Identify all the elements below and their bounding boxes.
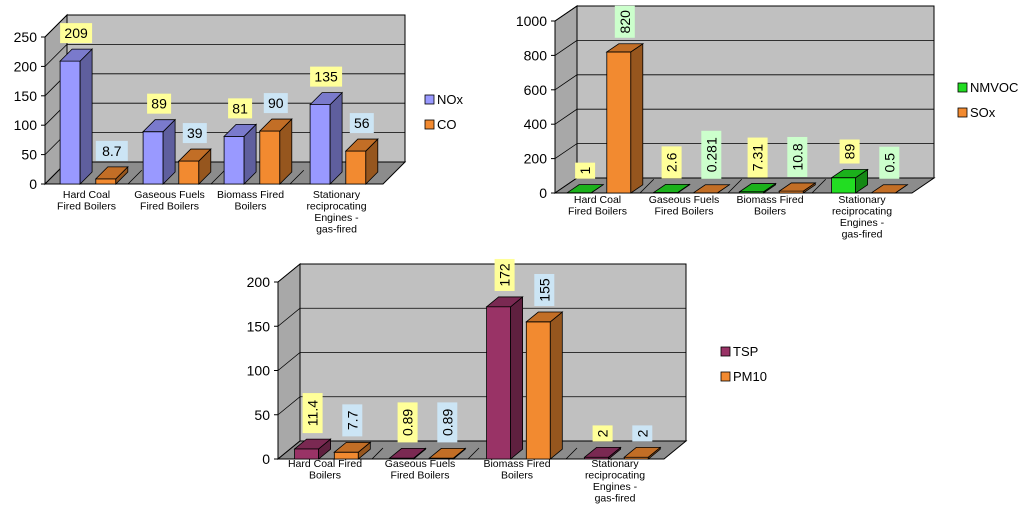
data-label: 172 [497, 263, 513, 287]
y-tick-label: 200 [247, 274, 271, 290]
bar-front [96, 179, 116, 184]
data-label: 89 [151, 96, 167, 112]
data-label: 155 [536, 278, 552, 302]
data-label: 0.89 [400, 409, 416, 436]
y-tick-label: 400 [524, 116, 548, 132]
data-label: 2 [634, 429, 650, 437]
data-label: 2 [595, 429, 611, 437]
data-label: 39 [187, 125, 203, 141]
bar-front [143, 132, 163, 184]
data-label: 10.8 [789, 143, 805, 170]
bar-side [330, 93, 342, 184]
legend-swatch [958, 108, 967, 117]
y-tick-label: 0 [29, 176, 37, 192]
y-tick-label: 150 [247, 318, 271, 334]
bar-front [832, 178, 856, 193]
y-tick-label: 250 [14, 29, 38, 45]
bar-front [179, 161, 199, 184]
bar-front [260, 131, 280, 184]
y-tick-label: 1000 [516, 13, 547, 29]
y-tick-label: 600 [524, 82, 548, 98]
bar-co-3: 90 [260, 93, 292, 184]
legend-label: NOx [437, 92, 464, 107]
data-label: 0.5 [881, 153, 897, 173]
legend-swatch [425, 95, 434, 104]
data-label: 89 [842, 144, 858, 160]
data-label: 8.7 [102, 143, 122, 159]
y-tick-label: 100 [247, 363, 271, 379]
bar-front [60, 61, 80, 184]
legend-label: SOx [970, 105, 996, 120]
bar-front [295, 449, 319, 459]
bar-co-4: 56 [346, 113, 378, 184]
legend-swatch [425, 120, 434, 129]
data-label: 7.7 [344, 410, 360, 430]
data-label: 56 [354, 115, 370, 131]
bar-front [334, 452, 358, 459]
y-tick-label: 100 [14, 117, 38, 133]
y-tick-label: 200 [14, 58, 38, 74]
bar-front [346, 151, 366, 184]
bar-front [310, 105, 330, 184]
legend-swatch [958, 83, 967, 92]
bar-nox-4: 135 [310, 67, 342, 184]
data-label: 7.31 [750, 144, 766, 171]
legend-label: CO [437, 117, 457, 132]
legend-swatch [721, 347, 730, 356]
y-tick-label: 0 [539, 185, 547, 201]
data-label: 820 [617, 10, 633, 34]
bar-side [80, 49, 92, 184]
data-label: 135 [314, 69, 338, 85]
bar-front [487, 307, 511, 459]
data-label: 209 [64, 25, 88, 41]
legend-label: PM10 [733, 369, 767, 384]
data-label: 1 [577, 167, 593, 175]
legend-label: TSP [733, 344, 758, 359]
y-tick-label: 0 [262, 451, 270, 467]
data-label: 90 [268, 95, 284, 111]
bar-front [224, 136, 244, 184]
bar-front [526, 322, 550, 459]
y-tick-label: 50 [21, 147, 37, 163]
legend-label: NMVOC [970, 80, 1018, 95]
data-label: 0.89 [439, 409, 455, 436]
bar-side [511, 297, 523, 459]
bar-side [631, 44, 643, 193]
data-label: 2.6 [664, 152, 680, 172]
data-label: 0.281 [703, 137, 719, 172]
y-tick-label: 800 [524, 47, 548, 63]
legend-swatch [721, 372, 730, 381]
bar-side [550, 312, 562, 459]
bar-nox-2: 89 [143, 94, 175, 184]
side-wall [555, 6, 577, 193]
data-label: 81 [232, 100, 248, 116]
y-tick-label: 150 [14, 88, 38, 104]
data-label: 11.4 [305, 400, 321, 426]
bar-nox-3: 81 [224, 98, 256, 184]
y-tick-label: 200 [524, 151, 548, 167]
y-tick-label: 50 [254, 407, 270, 423]
bar-front [607, 52, 631, 193]
